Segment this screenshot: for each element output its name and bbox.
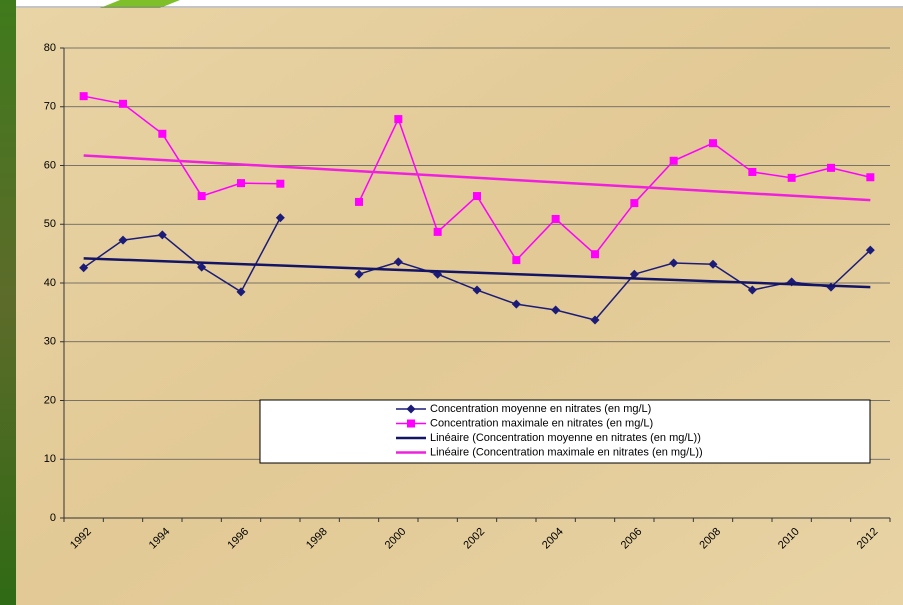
y-tick-label: 10	[44, 453, 56, 465]
marker	[119, 99, 127, 108]
marker	[406, 404, 416, 414]
chart-background	[16, 8, 903, 605]
marker	[157, 230, 167, 240]
left-strip	[0, 0, 16, 605]
marker	[355, 197, 363, 206]
marker	[865, 245, 875, 255]
marker	[748, 167, 757, 176]
marker	[669, 258, 679, 268]
marker	[511, 299, 521, 309]
series-line	[83, 257, 871, 289]
y-tick-label: 40	[44, 277, 56, 289]
marker	[827, 163, 835, 172]
marker	[236, 287, 246, 297]
marker	[551, 305, 561, 315]
marker	[393, 257, 403, 267]
marker	[709, 139, 717, 148]
y-tick-label: 30	[44, 336, 56, 348]
y-tick-label: 20	[44, 394, 56, 406]
marker	[433, 227, 442, 236]
marker	[747, 285, 757, 295]
y-tick-label: 80	[44, 42, 56, 54]
y-tick-label: 70	[44, 101, 56, 113]
legend-label: Concentration maximale en nitrates (en m…	[430, 417, 653, 429]
marker	[394, 115, 403, 124]
marker	[708, 259, 718, 269]
marker	[473, 192, 481, 201]
marker	[630, 199, 639, 208]
legend-label: Linéaire (Concentration moyenne en nitra…	[430, 432, 701, 444]
y-tick-label: 50	[44, 218, 56, 230]
marker	[118, 235, 128, 245]
marker	[197, 192, 206, 201]
marker	[197, 262, 207, 272]
marker	[237, 179, 245, 188]
marker	[79, 263, 89, 273]
marker	[79, 92, 88, 101]
marker	[787, 173, 796, 182]
legend-label: Linéaire (Concentration maximale en nitr…	[430, 446, 703, 458]
y-tick-label: 60	[44, 159, 56, 171]
marker	[669, 156, 678, 165]
marker	[407, 419, 415, 428]
marker	[551, 214, 560, 223]
marker	[591, 250, 599, 259]
marker	[866, 173, 875, 182]
marker	[512, 256, 521, 265]
marks	[79, 92, 875, 325]
y-tick-label: 0	[50, 512, 56, 524]
series-line	[83, 95, 871, 262]
legend: Concentration moyenne en nitrates (en mg…	[259, 399, 871, 464]
marker	[276, 179, 285, 188]
marker	[590, 315, 600, 325]
decoration	[100, 0, 180, 8]
marker	[472, 285, 482, 295]
marker	[354, 269, 364, 279]
marker	[158, 129, 167, 138]
marker	[275, 213, 285, 223]
legend-box	[259, 399, 871, 464]
marker	[629, 269, 639, 279]
series-line	[83, 154, 871, 202]
legend-label: Concentration moyenne en nitrates (en mg…	[430, 403, 651, 415]
